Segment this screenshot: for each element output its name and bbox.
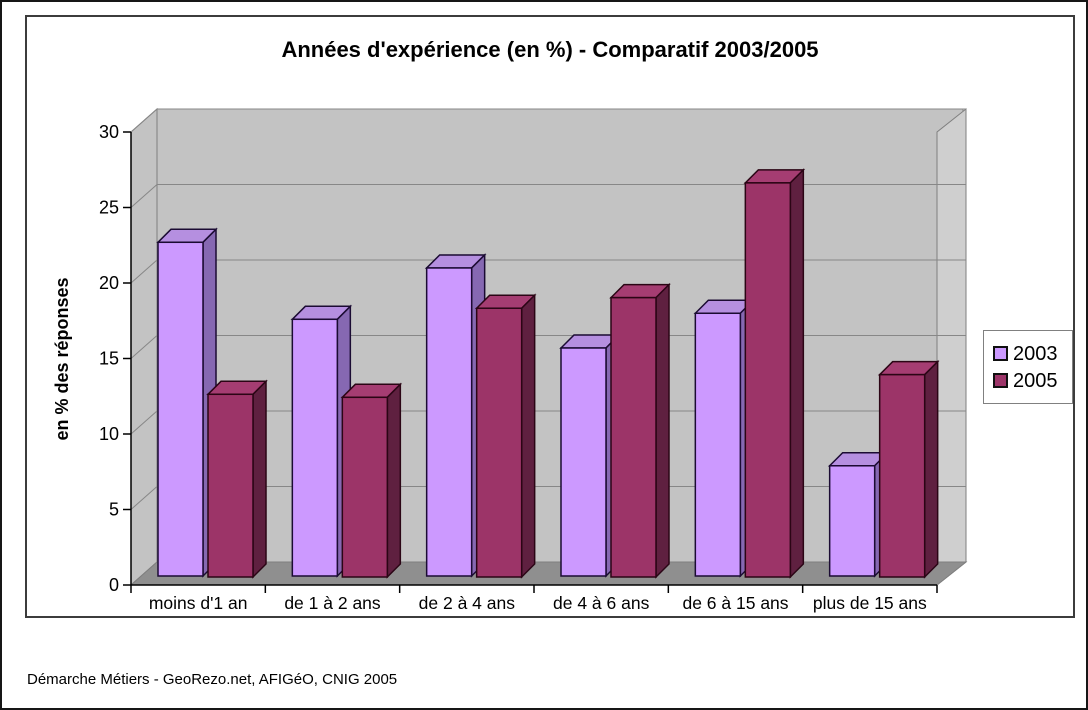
gridline-sidewall-15 — [130, 335, 158, 359]
bar-2003-cat6 — [828, 465, 876, 577]
legend: 2003 2005 — [983, 330, 1073, 404]
bar-2005-cat1-side — [252, 379, 267, 579]
x-category-label-1: moins d'1 an — [149, 593, 248, 613]
bar-2005-cat3 — [475, 307, 523, 578]
chart-frame: Années d'expérience (en %) - Comparatif … — [25, 15, 1075, 618]
bar-2003-cat3 — [425, 267, 473, 577]
legend-swatch-2003-icon — [993, 346, 1008, 361]
y-tick-label-0: 0 — [109, 575, 119, 595]
legend-label-2003: 2003 — [1013, 342, 1058, 365]
bar-2005-cat4-side — [655, 282, 670, 579]
bar-2005-cat3-side — [520, 293, 536, 579]
y-axis-title: en % des réponses — [52, 277, 72, 440]
x-category-label-3: de 2 à 4 ans — [419, 593, 516, 613]
x-category-label-4: de 4 à 6 ans — [553, 593, 650, 613]
gridline-sidewall-20 — [130, 259, 158, 284]
bar-2005-cat6 — [878, 373, 926, 578]
x-category-label-2: de 1 à 2 ans — [284, 593, 381, 613]
legend-item-2005: 2005 — [993, 371, 1072, 391]
x-category-label-6: plus de 15 ans — [813, 593, 927, 613]
legend-swatch-2005-icon — [993, 373, 1008, 388]
y-tick-label-5: 5 — [109, 500, 119, 520]
legend-item-2003: 2003 — [993, 344, 1072, 364]
plot-right-wall — [936, 107, 967, 587]
source-caption: Démarche Métiers - GeoRezo.net, AFIGéO, … — [27, 671, 398, 688]
chart-title: Années d'expérience (en %) - Comparatif … — [281, 37, 819, 62]
y-tick-label-15: 15 — [99, 349, 119, 369]
gridline-sidewall-25 — [130, 184, 158, 208]
y-tick-label-30: 30 — [99, 122, 119, 142]
y-tick-label-20: 20 — [99, 273, 119, 293]
y-tick-label-10: 10 — [99, 424, 119, 444]
bar-2003-cat2 — [291, 318, 339, 577]
bar-2005-cat5-side — [789, 168, 805, 579]
legend-label-2005: 2005 — [1013, 369, 1058, 392]
plot-area: 0 5 10 15 20 25 30 moins d'1 an de 1 à 2 ans de 2… — [52, 107, 968, 613]
bar-2005-cat2 — [341, 396, 389, 578]
gridline-sidewall-5 — [130, 486, 158, 510]
bar-2003-cat1 — [157, 241, 204, 577]
bar-2003-cat5 — [694, 312, 742, 577]
bar-2003-cat4 — [560, 347, 607, 577]
x-category-label-5: de 6 à 15 ans — [682, 593, 788, 613]
bar-2005-cat1 — [207, 393, 254, 578]
gridline-sidewall-30 — [130, 108, 158, 133]
gridline-sidewall-10 — [130, 410, 158, 435]
bar-2005-cat2-side — [386, 382, 402, 579]
bar-2005-cat6-side — [923, 359, 939, 579]
bar-2005-cat4 — [610, 296, 657, 578]
bar-2005-cat5 — [744, 182, 792, 578]
y-tick-label-25: 25 — [99, 198, 119, 218]
